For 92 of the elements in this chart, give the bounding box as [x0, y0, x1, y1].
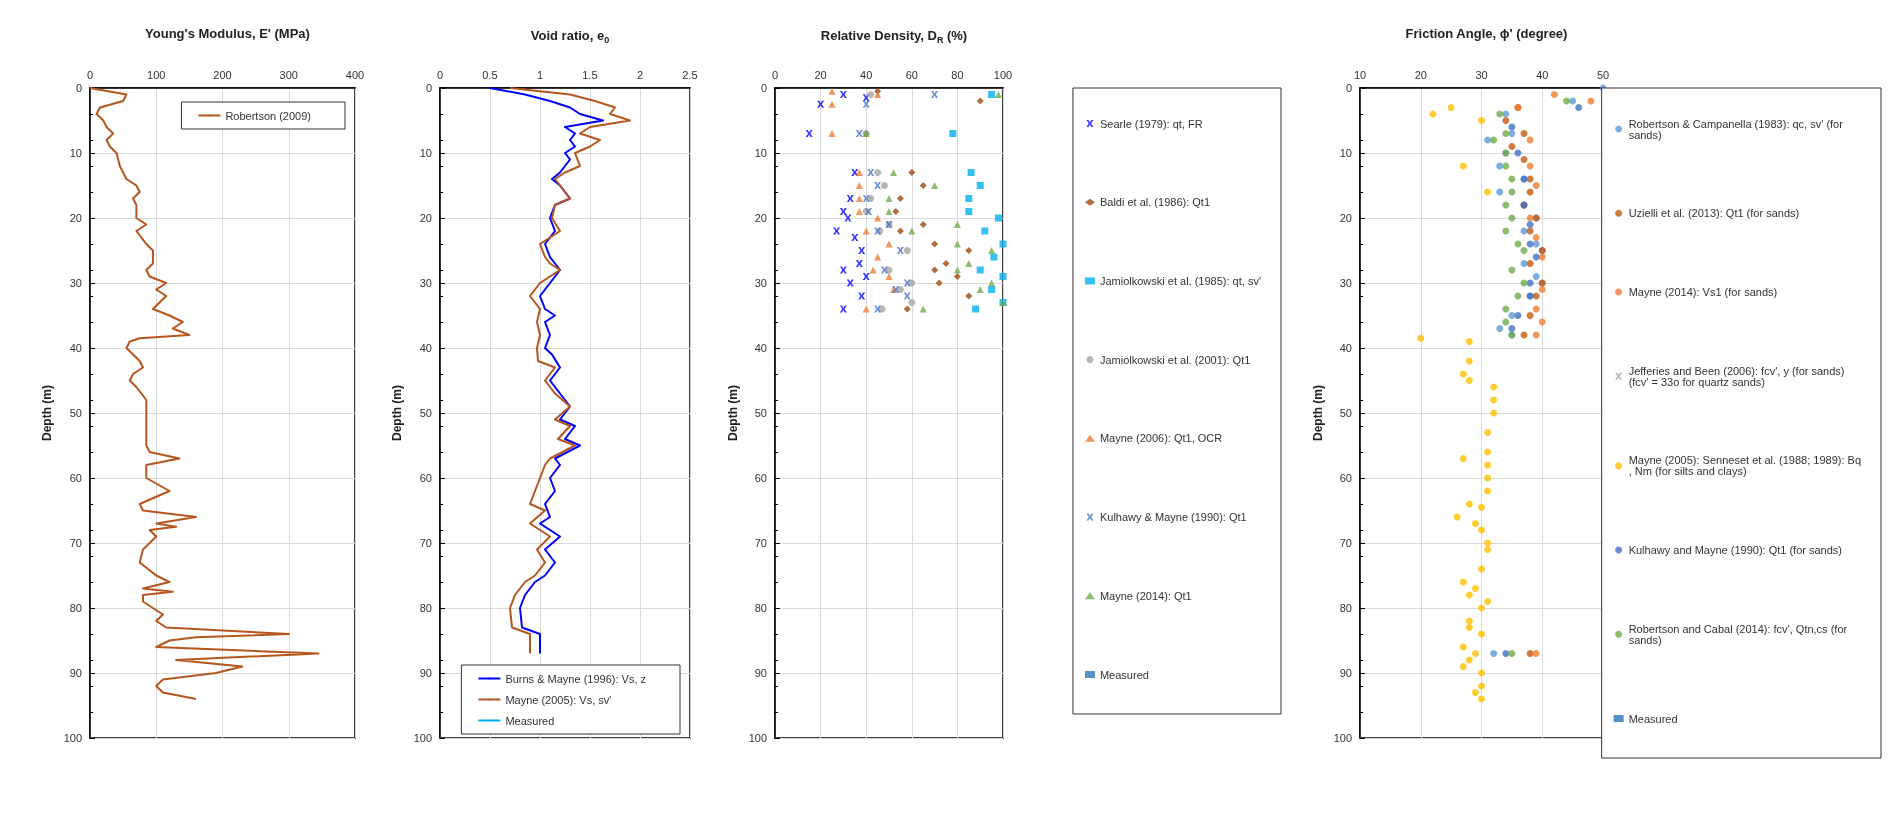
legend-label: Measured [505, 714, 555, 727]
legend-label: Mayne (2005): Vs, sv' [505, 693, 612, 706]
legend-label: Measured [1628, 712, 1678, 725]
x-tick-label: 400 [345, 68, 365, 81]
y-tick-label: 100 [413, 732, 432, 744]
x-tick-label: 0 [771, 68, 779, 81]
y-tick-label: 60 [754, 472, 767, 484]
legend-label: Mayne (2014): Qt1 [1099, 589, 1192, 602]
y-tick-label: 50 [754, 407, 767, 419]
x-tick-label: 100 [993, 68, 1013, 81]
legend-label: Robertson (2009) [225, 109, 311, 122]
y-tick-label: 90 [754, 667, 767, 679]
y-tick-label: 80 [754, 602, 767, 614]
legend-label: Jamiolkowski et al. (1985): qt, sv' [1099, 274, 1261, 287]
x-tick-label: 2.5 [682, 68, 698, 81]
y-tick-label: 20 [754, 212, 767, 224]
y-tick-label: 90 [419, 667, 432, 679]
legend-label: Mayne (2005): Senneset et al. (1988; 1989): Bq, Nm (for silts and clays) [1628, 454, 1862, 478]
legend-label: Baldi et al. (1986): Qt1 [1099, 196, 1211, 209]
y-tick-label: 10 [69, 147, 82, 159]
legend-label: Burns & Mayne (1996): Vs, z [505, 672, 647, 685]
legend-label: Jamiolkowski et al. (2001): Qt1 [1099, 353, 1251, 366]
x-tick-label: 2 [636, 68, 644, 81]
y-tick-label: 20 [1339, 212, 1352, 224]
y-tick-label: 80 [419, 602, 432, 614]
y-axis-title: Depth (m) [39, 385, 54, 441]
y-tick-label: 50 [69, 407, 82, 419]
y-tick-label: 100 [63, 732, 82, 744]
x-tick-label: 0 [436, 68, 444, 81]
x-tick-label: 1.5 [582, 68, 598, 81]
x-tick-label: 60 [905, 68, 918, 81]
x-tick-label: 40 [1536, 68, 1549, 81]
y-axis-title: Depth (m) [1311, 385, 1325, 441]
x-tick-label: 300 [279, 68, 298, 81]
legend-label: Jefferies and Been (2006): fcv', y (for sands) (fcv' = 33o for quartz sands) [1628, 364, 1848, 388]
legend-label: Robertson & Campanella (1983): qc, sv' (for sands) [1628, 117, 1846, 141]
y-axis-title: Depth (m) [726, 385, 740, 441]
y-tick-label: 40 [69, 342, 82, 354]
chart-title: Young's Modulus, E' (MPa) [145, 26, 310, 41]
y-tick-label: 100 [748, 732, 767, 744]
y-tick-label: 90 [1339, 667, 1352, 679]
y-tick-label: 70 [1339, 537, 1352, 549]
y-tick-label: 70 [754, 537, 767, 549]
y-tick-label: 40 [754, 342, 767, 354]
y-tick-label: 30 [69, 277, 82, 289]
x-tick-label: 50 [1596, 68, 1610, 81]
y-tick-label: 60 [1339, 472, 1352, 484]
y-axis-title: Depth (m) [389, 385, 404, 441]
y-tick-label: 80 [69, 602, 82, 614]
y-tick-label: 50 [419, 407, 432, 419]
y-tick-label: 20 [69, 212, 82, 224]
y-tick-label: 0 [425, 82, 432, 94]
x-tick-label: 80 [951, 68, 964, 81]
y-tick-label: 30 [419, 277, 432, 289]
x-tick-label: 10 [1353, 68, 1367, 81]
x-tick-label: 0.5 [482, 68, 498, 81]
y-tick-label: 100 [1333, 732, 1352, 744]
legend-label: Mayne (2014): Vs1 (for sands) [1628, 285, 1778, 298]
legend-label: Kulhawy and Mayne (1990): Qt1 (for sands) [1628, 544, 1843, 557]
y-tick-label: 30 [754, 277, 767, 289]
legend-label: Uzielli et al. (2013): Qt1 (for sands) [1628, 207, 1800, 220]
y-tick-label: 70 [419, 537, 432, 549]
y-tick-label: 70 [69, 537, 82, 549]
x-tick-label: 30 [1475, 68, 1488, 81]
chart-title: Friction Angle, ϕ' (degree) [1405, 26, 1568, 41]
y-tick-label: 10 [754, 147, 767, 159]
legend-label: Measured [1099, 668, 1149, 681]
x-tick-label: 1 [536, 68, 544, 81]
y-tick-label: 0 [760, 82, 767, 94]
x-tick-label: 20 [1414, 68, 1427, 81]
x-tick-label: 20 [814, 68, 827, 81]
legend-label: Kulhawy & Mayne (1990): Qt1 [1099, 511, 1247, 524]
y-tick-label: 90 [69, 667, 82, 679]
legend-label: Robertson and Cabal (2014): fcv', Qtn,cs (for sands) [1628, 622, 1851, 646]
y-tick-label: 50 [1339, 407, 1352, 419]
y-tick-label: 40 [1339, 342, 1352, 354]
legend-label: Searle (1979): qt, FR [1099, 117, 1203, 130]
legend-label: Mayne (2006): Qt1, OCR [1099, 432, 1223, 445]
x-tick-label: 200 [213, 68, 232, 81]
x-tick-label: 100 [147, 68, 166, 81]
y-tick-label: 10 [419, 147, 432, 159]
x-tick-label: 40 [860, 68, 873, 81]
x-tick-label: 0 [86, 68, 94, 81]
y-tick-label: 30 [1339, 277, 1352, 289]
y-tick-label: 80 [1339, 602, 1352, 614]
y-tick-label: 40 [419, 342, 432, 354]
y-tick-label: 0 [1345, 82, 1352, 94]
y-tick-label: 20 [419, 212, 432, 224]
y-tick-label: 60 [419, 472, 432, 484]
y-tick-label: 10 [1339, 147, 1352, 159]
y-tick-label: 0 [75, 82, 82, 94]
y-tick-label: 60 [69, 472, 82, 484]
